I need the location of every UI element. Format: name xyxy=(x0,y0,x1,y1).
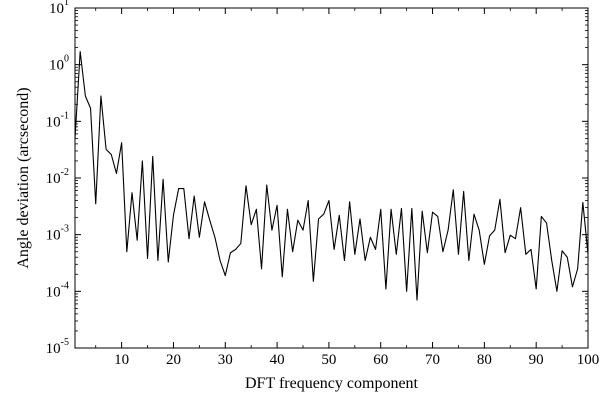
y-tick-label: 101 xyxy=(49,0,69,17)
x-tick-label: 100 xyxy=(577,352,600,368)
y-tick-label: 100 xyxy=(49,54,69,74)
x-tick-label: 80 xyxy=(477,352,492,368)
y-tick-label: 10-3 xyxy=(46,224,69,244)
x-tick-label: 90 xyxy=(529,352,544,368)
x-tick-label: 30 xyxy=(218,352,233,368)
x-tick-label: 10 xyxy=(114,352,129,368)
x-tick-label: 20 xyxy=(166,352,181,368)
y-tick-label: 10-2 xyxy=(46,167,69,187)
y-axis-label: Angle deviation (arcsecond) xyxy=(15,87,32,268)
x-tick-label: 60 xyxy=(373,352,388,368)
y-tick-label: 10-5 xyxy=(46,337,69,357)
x-tick-label: 40 xyxy=(270,352,285,368)
x-tick-label: 50 xyxy=(321,352,336,368)
y-ticks: 10-5 10-4 10-3 10-2 10-1 100 101 xyxy=(46,0,588,357)
x-ticks: 10 20 30 40 50 60 70 80 90 100 xyxy=(95,8,600,368)
x-axis-label: DFT frequency component xyxy=(245,375,419,392)
plot-frame xyxy=(74,7,589,349)
x-tick-label: 70 xyxy=(425,352,440,368)
series-line xyxy=(74,51,589,301)
data-series xyxy=(74,51,589,301)
y-tick-label: 10-1 xyxy=(46,110,69,130)
y-tick-label: 10-4 xyxy=(46,280,69,300)
